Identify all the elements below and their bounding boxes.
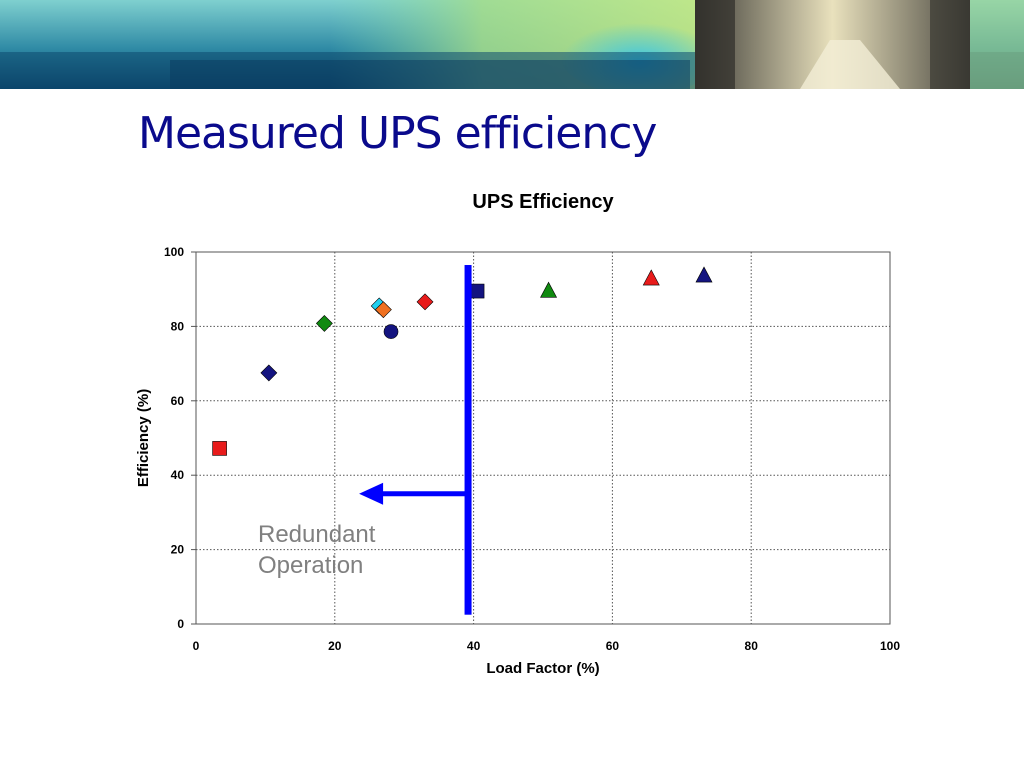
x-tick-label: 40 — [467, 639, 481, 653]
y-tick-label: 40 — [171, 468, 185, 482]
slide-title: Measured UPS efficiency — [138, 108, 657, 159]
triangle-marker — [695, 266, 713, 283]
triangle-marker — [540, 281, 558, 298]
y-tick-label: 100 — [164, 245, 184, 259]
y-axis-label: Efficiency (%) — [135, 389, 152, 487]
diamond-marker — [416, 293, 434, 311]
annotation-line-1: Redundant — [258, 521, 376, 548]
chart-title: UPS Efficiency — [472, 191, 614, 213]
triangle-marker — [642, 269, 660, 286]
redundant-operation-annotation: Redundant Operation — [258, 265, 472, 615]
y-tick-label: 0 — [177, 617, 184, 631]
plot-area-frame — [195, 251, 891, 625]
square-marker — [469, 283, 485, 299]
y-tick-label: 60 — [171, 394, 185, 408]
y-tick-label: 20 — [171, 543, 185, 557]
tick-labels: 0 20 40 60 80 100 0 20 40 60 80 100 — [164, 245, 900, 653]
diamond-marker — [374, 301, 392, 319]
grid-lines — [191, 251, 890, 625]
x-axis-label: Load Factor (%) — [486, 660, 599, 677]
x-tick-label: 0 — [193, 639, 200, 653]
x-tick-label: 80 — [745, 639, 759, 653]
diamond-marker — [315, 314, 333, 332]
x-tick-label: 60 — [606, 639, 620, 653]
threshold-line — [464, 265, 472, 615]
diamond-marker — [260, 364, 278, 382]
annotation-line-2: Operation — [258, 552, 363, 579]
y-tick-label: 80 — [171, 319, 185, 333]
x-tick-label: 20 — [328, 639, 342, 653]
arrow-head-icon — [359, 482, 384, 505]
header-banner — [0, 0, 1024, 89]
x-tick-label: 100 — [880, 639, 900, 653]
data-points — [212, 266, 713, 456]
square-marker — [212, 441, 227, 456]
circle-marker — [383, 324, 399, 339]
